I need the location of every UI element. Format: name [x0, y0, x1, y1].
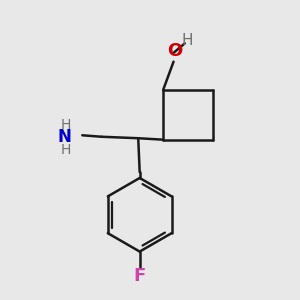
Text: F: F — [134, 267, 146, 285]
Text: N: N — [57, 128, 71, 146]
Text: O: O — [167, 42, 183, 60]
Text: H: H — [182, 33, 194, 48]
Text: H: H — [61, 118, 71, 132]
Text: H: H — [61, 143, 71, 157]
